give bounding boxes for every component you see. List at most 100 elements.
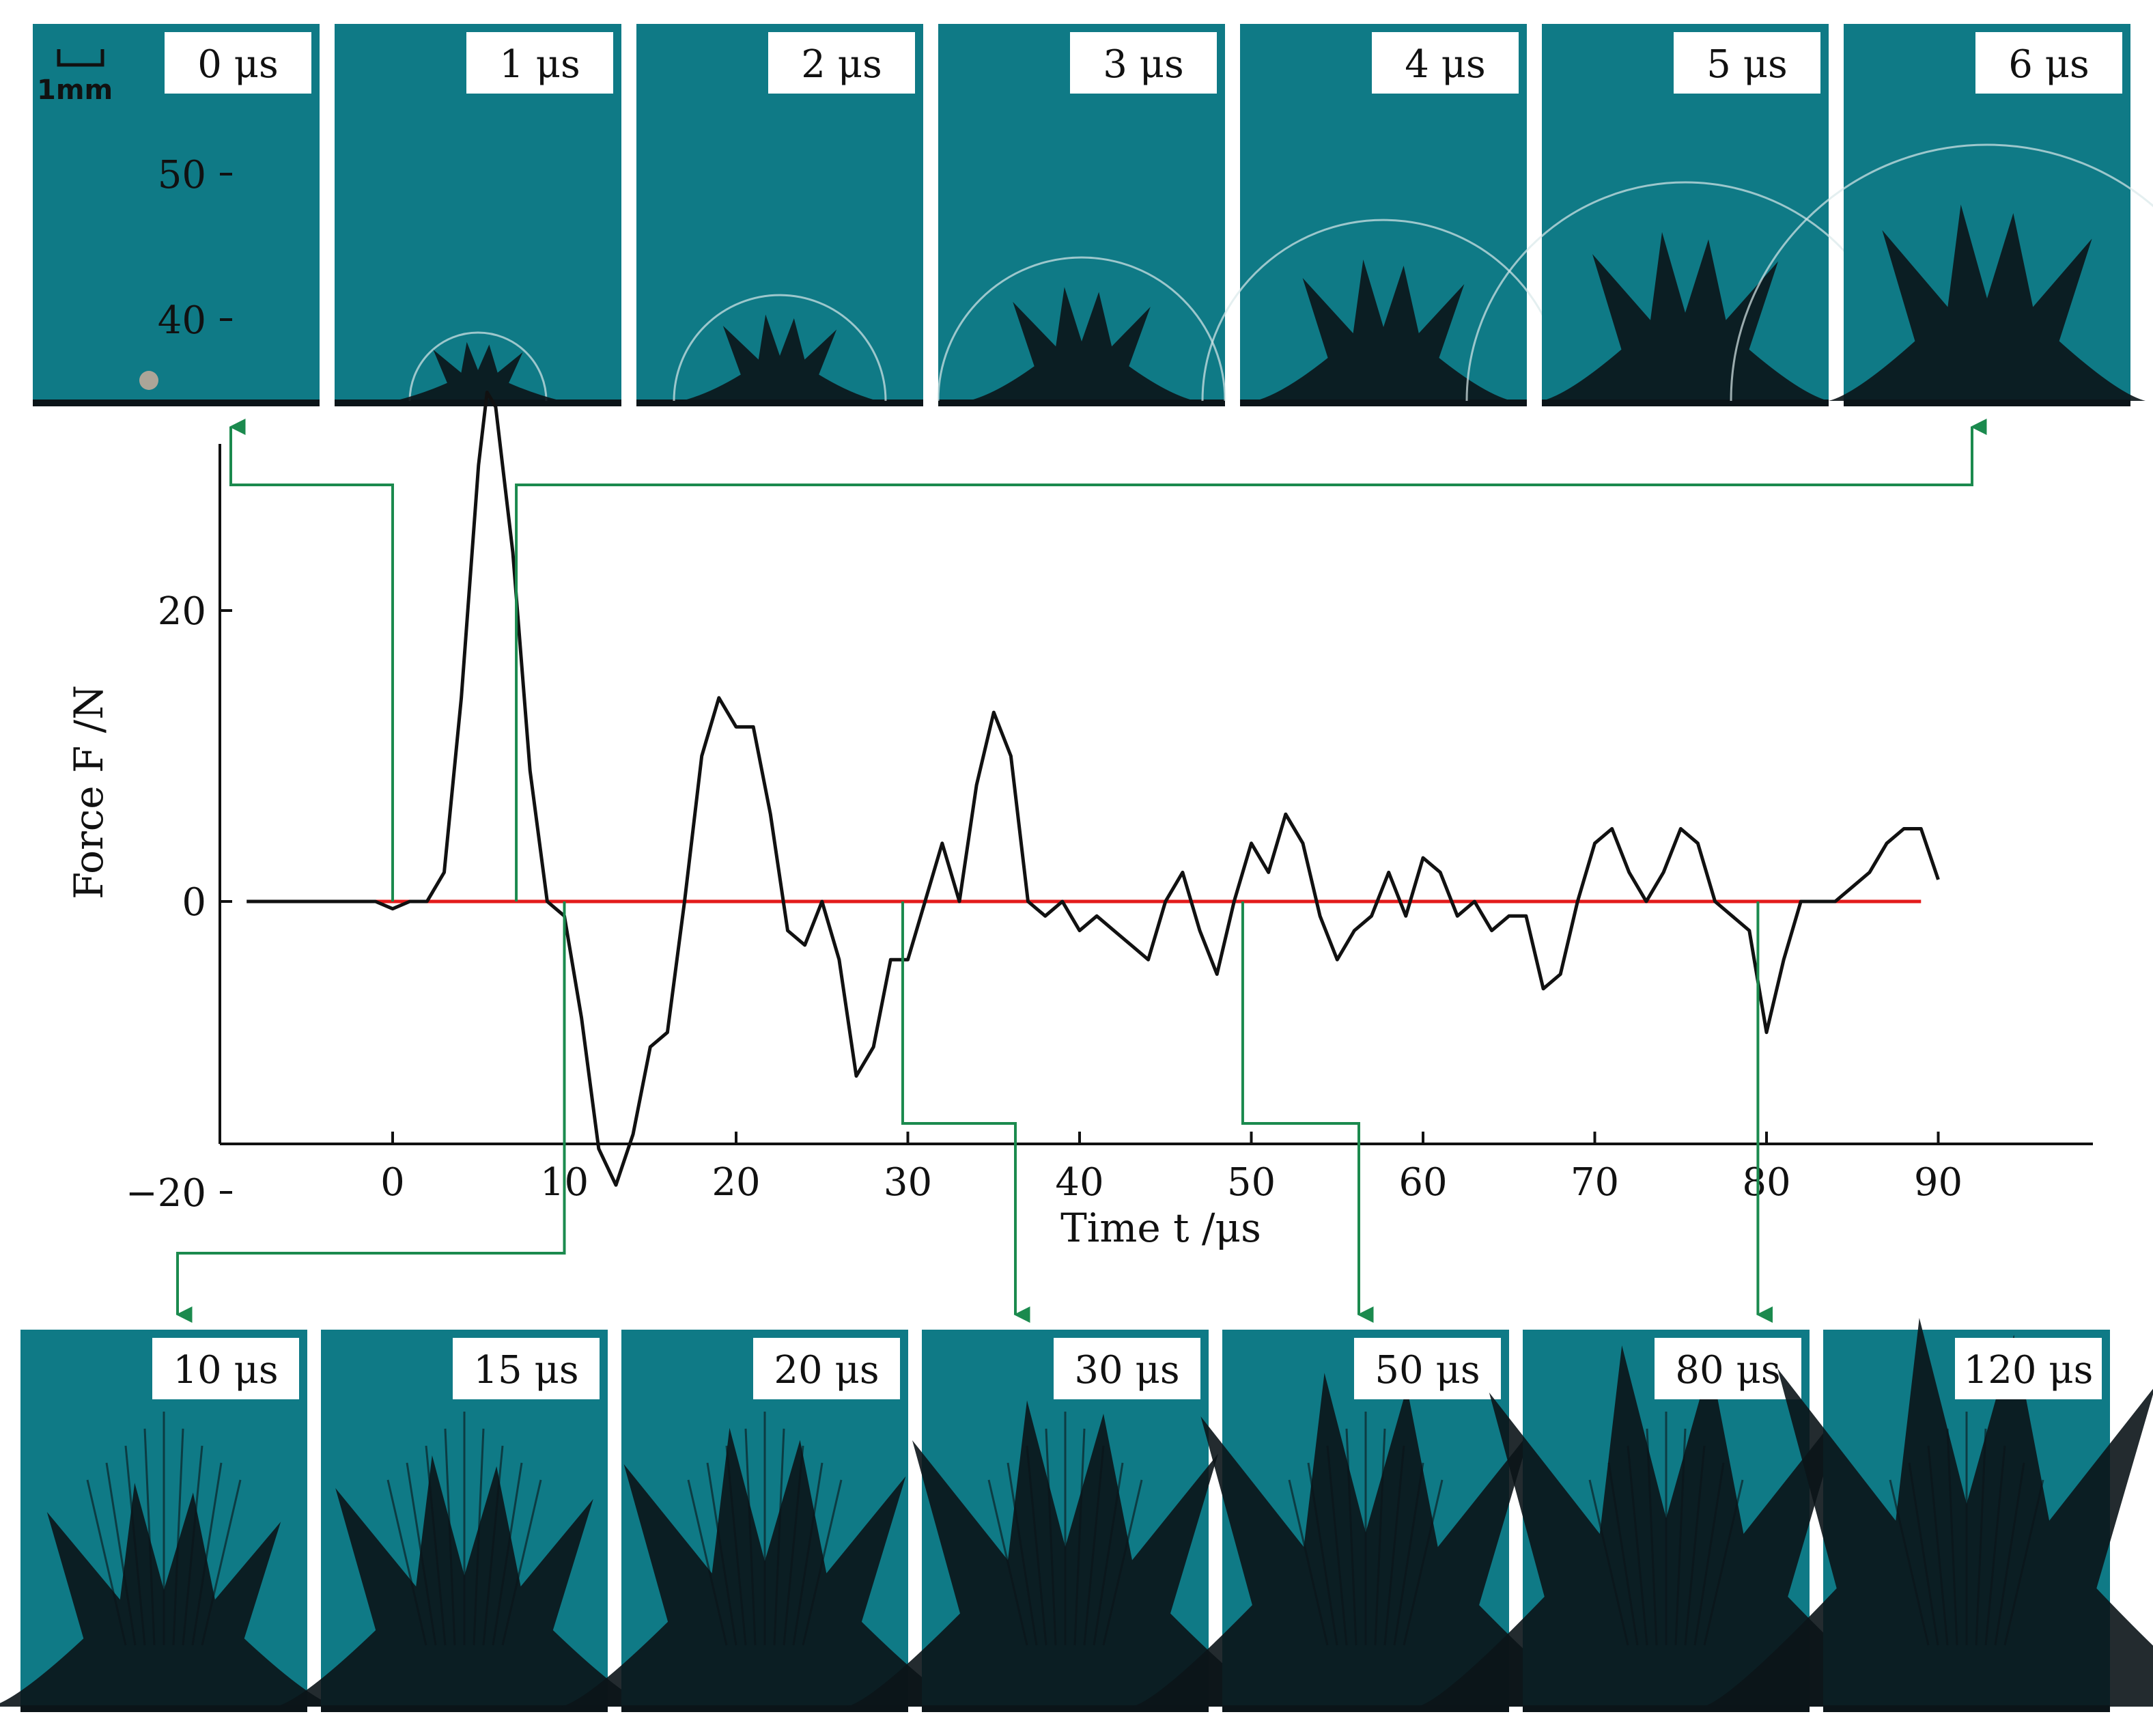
bottom-frame: 120 μs [1703, 1317, 2153, 1712]
frame-ground [1542, 400, 1829, 406]
x-axis-title: Time t /μs [1060, 1205, 1261, 1251]
splash-filament [105, 1462, 137, 1646]
splash-filament [1984, 1445, 2006, 1646]
frame-ground [20, 1705, 307, 1712]
splash-filament [1288, 1479, 1329, 1646]
frame-time-label: 5 μs [1706, 42, 1788, 87]
top-frame: 3 μs [937, 24, 1226, 406]
splash-filament [1102, 1479, 1143, 1646]
splash-filament [2003, 1479, 2044, 1646]
shock-front [408, 331, 548, 402]
splash-filament [725, 1445, 747, 1646]
splash-filament [201, 1479, 242, 1646]
connector-10us [175, 901, 566, 1323]
splash-filament [386, 1479, 427, 1646]
splash-filament [1607, 1462, 1639, 1646]
splash-filament [773, 1428, 785, 1646]
splash-filament [1646, 1428, 1658, 1646]
splash-silhouette [0, 1483, 337, 1707]
frame-time-label: 4 μs [1405, 42, 1486, 87]
splash-filament [706, 1462, 737, 1646]
splash-silhouette [1829, 204, 2145, 401]
splash-filament [1994, 1462, 2025, 1646]
splash-filament [1374, 1428, 1386, 1646]
splash-filament [482, 1445, 504, 1646]
splash-filament [1627, 1445, 1648, 1646]
connector-6us [515, 419, 1987, 901]
bottom-frame-row: 10 μs 15 μs 20 μs 30 μs 50 μs 80 μs 120 μs [0, 1317, 2153, 1712]
splash-filament [1889, 1479, 1930, 1646]
y-axis-ticks: −20 0 20 40 50 [126, 153, 232, 1216]
shock-front [937, 256, 1226, 402]
frame-time-label: 2 μs [801, 42, 882, 87]
frame-ground [1844, 400, 2130, 406]
splash-filament [1403, 1479, 1444, 1646]
y-tick-label: 20 [158, 589, 206, 634]
frame-label-box [1975, 32, 2122, 94]
y-tick-label: 40 [158, 298, 206, 343]
scale-bar: 1mm [37, 49, 113, 106]
frame-ground [636, 400, 923, 406]
scale-bar-label: 1mm [37, 74, 113, 106]
frame-ground [922, 1705, 1209, 1712]
connector-0us [229, 419, 394, 901]
frame-time-label: 0 μs [197, 42, 279, 87]
x-tick-label: 80 [1742, 1160, 1790, 1205]
splash-filament [1083, 1445, 1105, 1646]
bottom-frame: 15 μs [276, 1330, 653, 1712]
frame-ground [1222, 1705, 1509, 1712]
top-frame: 1 μs [335, 24, 621, 406]
splash-silhouette [1255, 260, 1512, 401]
splash-silhouette [1542, 232, 1829, 401]
splash-filament [744, 1428, 757, 1646]
splash-filament [1684, 1445, 1706, 1646]
series-layer [247, 391, 1940, 1187]
splash-filament [792, 1462, 824, 1646]
bottom-frame: 10 μs [0, 1330, 337, 1712]
splash-filament [425, 1445, 447, 1646]
splash-filament [143, 1428, 156, 1646]
splash-filament [86, 1479, 127, 1646]
splash-filament [1045, 1428, 1057, 1646]
splash-filament [1588, 1479, 1629, 1646]
frame-label-box [1955, 1338, 2102, 1399]
splash-filament [172, 1428, 184, 1646]
connector-30us [901, 901, 1030, 1323]
splash-silhouette [395, 341, 561, 401]
top-frame: 5 μs [1465, 24, 1905, 406]
splash-filament [492, 1462, 523, 1646]
x-tick-label: 90 [1914, 1160, 1962, 1205]
force-series-line [247, 391, 1940, 1187]
frame-ground [621, 1705, 908, 1712]
shock-front [1730, 143, 2153, 402]
laser-spot [139, 371, 158, 390]
splash-filament [1703, 1479, 1744, 1646]
y-axis-title: Force F /N [66, 685, 112, 899]
x-tick-label: 70 [1571, 1160, 1619, 1205]
splash-filament [1927, 1445, 1949, 1646]
top-frame: 0 μs [33, 24, 320, 406]
frame-time-label: 6 μs [2008, 42, 2089, 87]
bottom-frame: 20 μs [561, 1330, 968, 1712]
splash-filament [1026, 1445, 1047, 1646]
top-frame: 4 μs [1201, 24, 1566, 406]
frame-time-label: 20 μs [774, 1348, 879, 1392]
splash-silhouette [968, 287, 1195, 401]
frame-label-box [165, 32, 311, 94]
splash-filament [182, 1445, 203, 1646]
frame-label-box [453, 1338, 600, 1399]
splash-filament [191, 1462, 223, 1646]
frame-time-label: 30 μs [1074, 1348, 1179, 1392]
splash-silhouette [1703, 1317, 2153, 1707]
splash-filament [1674, 1428, 1687, 1646]
splash-filament [501, 1479, 542, 1646]
connector-50us [1241, 901, 1374, 1323]
splash-filament [1007, 1462, 1038, 1646]
y-tick-label: −20 [126, 1171, 206, 1216]
frame-label-box [1354, 1338, 1501, 1399]
splash-filament [783, 1445, 804, 1646]
frame-time-label: 10 μs [173, 1348, 278, 1392]
frame-label-box [1655, 1338, 1801, 1399]
